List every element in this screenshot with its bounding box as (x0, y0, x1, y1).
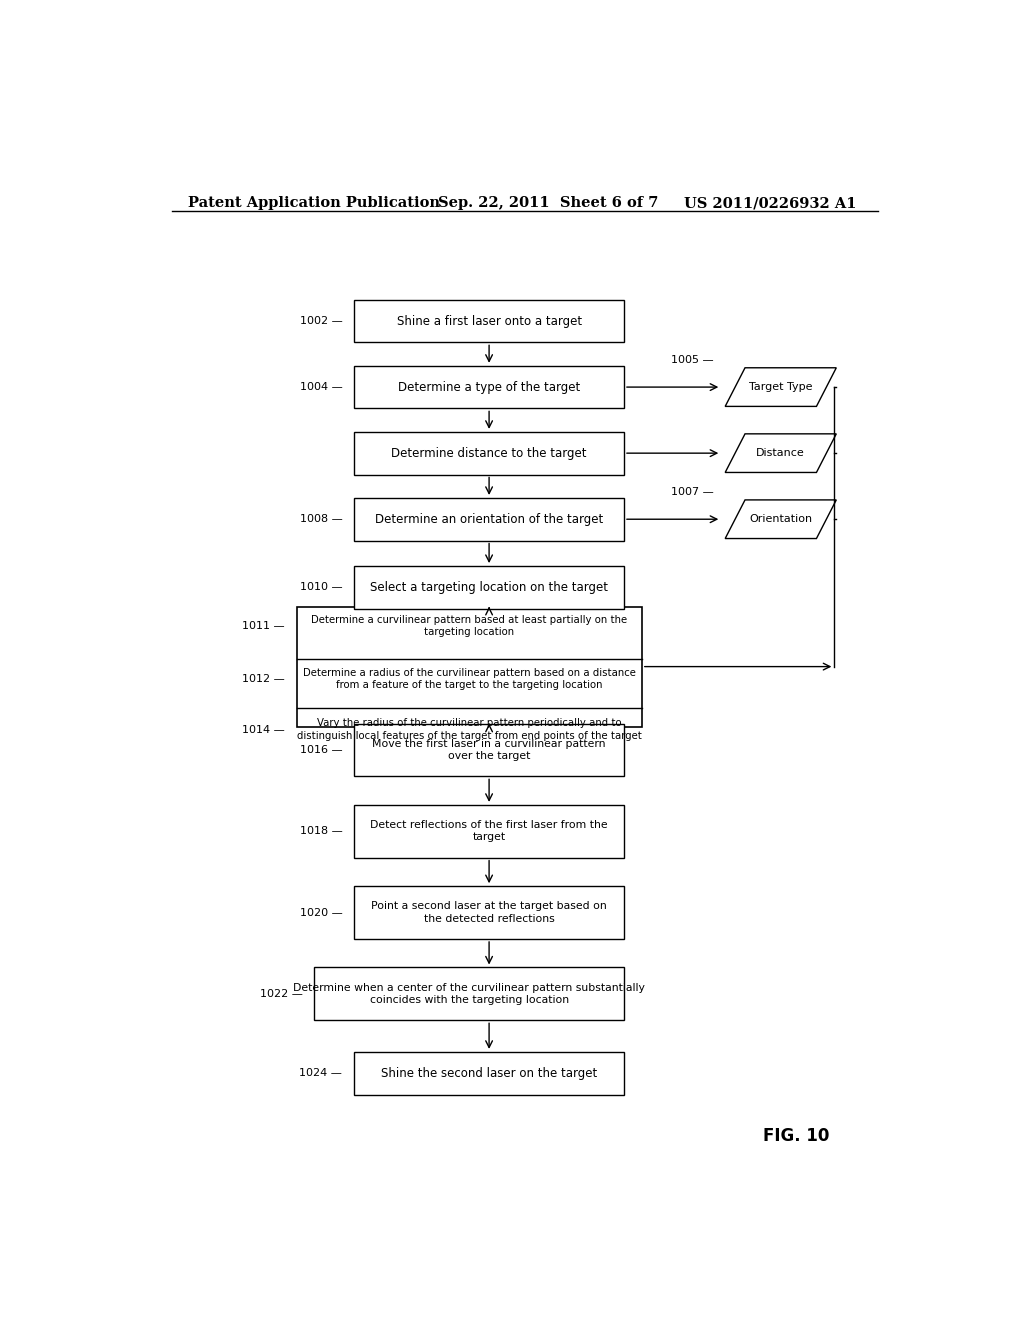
Text: Determine a curvilinear pattern based at least partially on the
targeting locati: Determine a curvilinear pattern based at… (311, 615, 628, 638)
Text: FIG. 10: FIG. 10 (763, 1127, 829, 1146)
Text: Sep. 22, 2011  Sheet 6 of 7: Sep. 22, 2011 Sheet 6 of 7 (437, 197, 657, 210)
Text: US 2011/0226932 A1: US 2011/0226932 A1 (684, 197, 856, 210)
Polygon shape (725, 434, 837, 473)
Text: Determine a type of the target: Determine a type of the target (398, 380, 581, 393)
Text: Shine the second laser on the target: Shine the second laser on the target (381, 1067, 597, 1080)
Text: Determine an orientation of the target: Determine an orientation of the target (375, 512, 603, 525)
FancyBboxPatch shape (354, 366, 624, 408)
Text: 1011 —: 1011 — (242, 620, 285, 631)
Text: Select a targeting location on the target: Select a targeting location on the targe… (370, 581, 608, 594)
Text: Orientation: Orientation (750, 515, 812, 524)
FancyBboxPatch shape (354, 300, 624, 342)
Polygon shape (725, 368, 837, 407)
Text: 1004 —: 1004 — (300, 381, 342, 392)
Text: 1018 —: 1018 — (300, 826, 342, 837)
Text: 1008 —: 1008 — (300, 515, 342, 524)
FancyBboxPatch shape (297, 607, 642, 726)
Text: Detect reflections of the first laser from the
target: Detect reflections of the first laser fr… (371, 820, 608, 842)
Text: Point a second laser at the target based on
the detected reflections: Point a second laser at the target based… (372, 902, 607, 924)
Text: Vary the radius of the curvilinear pattern periodically and to
distinguish local: Vary the radius of the curvilinear patte… (297, 718, 642, 741)
Text: 1012 —: 1012 — (242, 673, 285, 684)
Polygon shape (725, 500, 837, 539)
Text: Determine a radius of the curvilinear pattern based on a distance
from a feature: Determine a radius of the curvilinear pa… (303, 668, 636, 690)
Text: Target Type: Target Type (749, 381, 812, 392)
Text: 1002 —: 1002 — (300, 315, 342, 326)
FancyBboxPatch shape (354, 723, 624, 776)
Text: 1016 —: 1016 — (300, 744, 342, 755)
Text: Move the first laser in a curvilinear pattern
over the target: Move the first laser in a curvilinear pa… (373, 739, 606, 762)
Text: Determine distance to the target: Determine distance to the target (391, 446, 587, 459)
Text: 1005 —: 1005 — (671, 355, 714, 364)
FancyBboxPatch shape (354, 566, 624, 609)
Text: 1010 —: 1010 — (300, 582, 342, 593)
Text: Determine when a center of the curvilinear pattern substantially
coincides with : Determine when a center of the curviline… (293, 982, 645, 1005)
Text: Distance: Distance (757, 449, 805, 458)
Text: Shine a first laser onto a target: Shine a first laser onto a target (396, 314, 582, 327)
FancyBboxPatch shape (354, 432, 624, 474)
FancyBboxPatch shape (314, 968, 624, 1020)
Text: 1014 —: 1014 — (242, 725, 285, 735)
Text: 1022 —: 1022 — (260, 989, 303, 999)
FancyBboxPatch shape (354, 805, 624, 858)
FancyBboxPatch shape (354, 1052, 624, 1094)
FancyBboxPatch shape (354, 886, 624, 939)
FancyBboxPatch shape (354, 498, 624, 541)
Text: Patent Application Publication: Patent Application Publication (187, 197, 439, 210)
Text: 1024 —: 1024 — (299, 1068, 342, 1078)
Text: 1007 —: 1007 — (671, 487, 714, 496)
Text: 1020 —: 1020 — (300, 908, 342, 917)
